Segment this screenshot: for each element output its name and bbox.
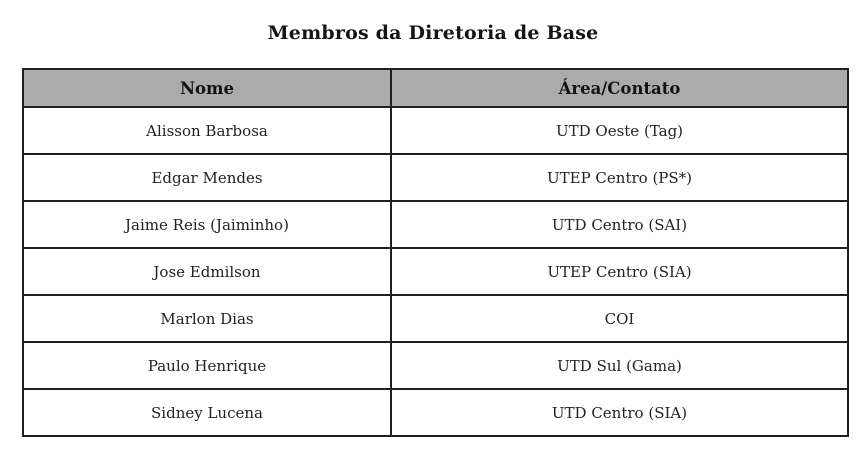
cell-nome: Jose Edmilson: [22, 247, 392, 296]
cell-area: UTD Oeste (Tag): [390, 106, 849, 155]
table-header-row: Nome Área/Contato: [22, 68, 849, 108]
column-header-area-contato: Área/Contato: [390, 68, 849, 108]
table-row: Edgar Mendes UTEP Centro (PS*): [22, 153, 849, 202]
cell-area: COI: [390, 294, 849, 343]
table-row: Jose Edmilson UTEP Centro (SIA): [22, 247, 849, 296]
cell-nome: Sidney Lucena: [22, 388, 392, 437]
column-header-nome: Nome: [22, 68, 392, 108]
cell-area: UTEP Centro (SIA): [390, 247, 849, 296]
page-title: Membros da Diretoria de Base: [267, 22, 599, 44]
members-table: Nome Área/Contato Alisson Barbosa UTD Oe…: [22, 68, 849, 437]
cell-area: UTD Sul (Gama): [390, 341, 849, 390]
cell-nome: Edgar Mendes: [22, 153, 392, 202]
table-row: Paulo Henrique UTD Sul (Gama): [22, 341, 849, 390]
cell-area: UTD Centro (SAI): [390, 200, 849, 249]
cell-area: UTEP Centro (PS*): [390, 153, 849, 202]
cell-area: UTD Centro (SIA): [390, 388, 849, 437]
cell-nome: Marlon Dias: [22, 294, 392, 343]
table-row: Alisson Barbosa UTD Oeste (Tag): [22, 106, 849, 155]
cell-nome: Paulo Henrique: [22, 341, 392, 390]
table-row: Marlon Dias COI: [22, 294, 849, 343]
table-row: Jaime Reis (Jaiminho) UTD Centro (SAI): [22, 200, 849, 249]
cell-nome: Jaime Reis (Jaiminho): [22, 200, 392, 249]
cell-nome: Alisson Barbosa: [22, 106, 392, 155]
table-row: Sidney Lucena UTD Centro (SIA): [22, 388, 849, 437]
